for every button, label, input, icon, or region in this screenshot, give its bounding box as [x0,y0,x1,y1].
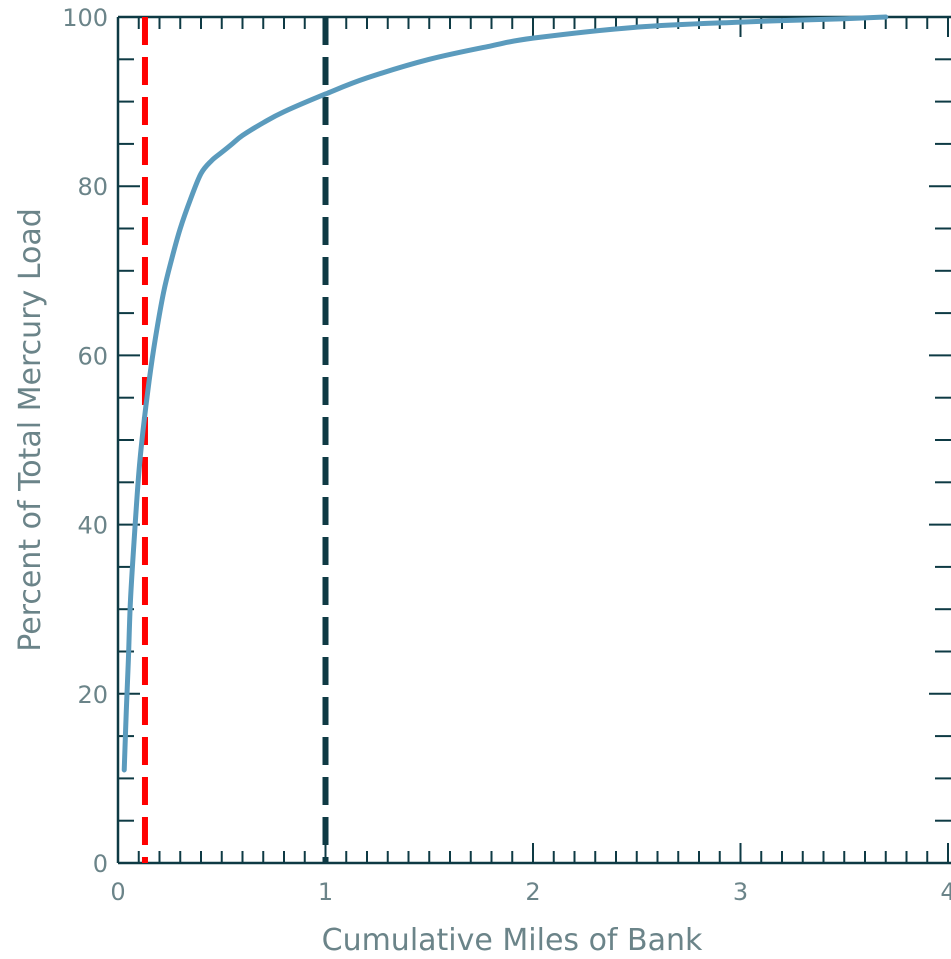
y-tick-label: 100 [62,4,108,32]
x-tick-label: 1 [318,878,333,906]
reference-lines [141,17,329,863]
y-axis-title: Percent of Total Mercury Load [13,208,48,652]
y-tick-label: 40 [77,512,108,540]
x-axis-title: Cumulative Miles of Bank [322,923,703,958]
x-tick-label: 3 [733,878,748,906]
y-tick-label: 0 [93,850,108,878]
y-tick-label: 60 [77,342,108,370]
series-layer [121,14,889,773]
x-tick-label: 2 [525,878,540,906]
x-tick-labels: 0 1 2 3 4 [110,878,951,906]
y-tick-label: 20 [77,681,108,709]
x-tick-label: 0 [110,878,125,906]
plot-frame [116,15,951,865]
series-line-1 [121,14,889,773]
y-tick-labels: 0 20 40 60 80 100 [62,4,108,878]
minor-ticks [117,16,951,864]
y-tick-label: 80 [77,173,108,201]
x-tick-label: 4 [940,878,951,906]
